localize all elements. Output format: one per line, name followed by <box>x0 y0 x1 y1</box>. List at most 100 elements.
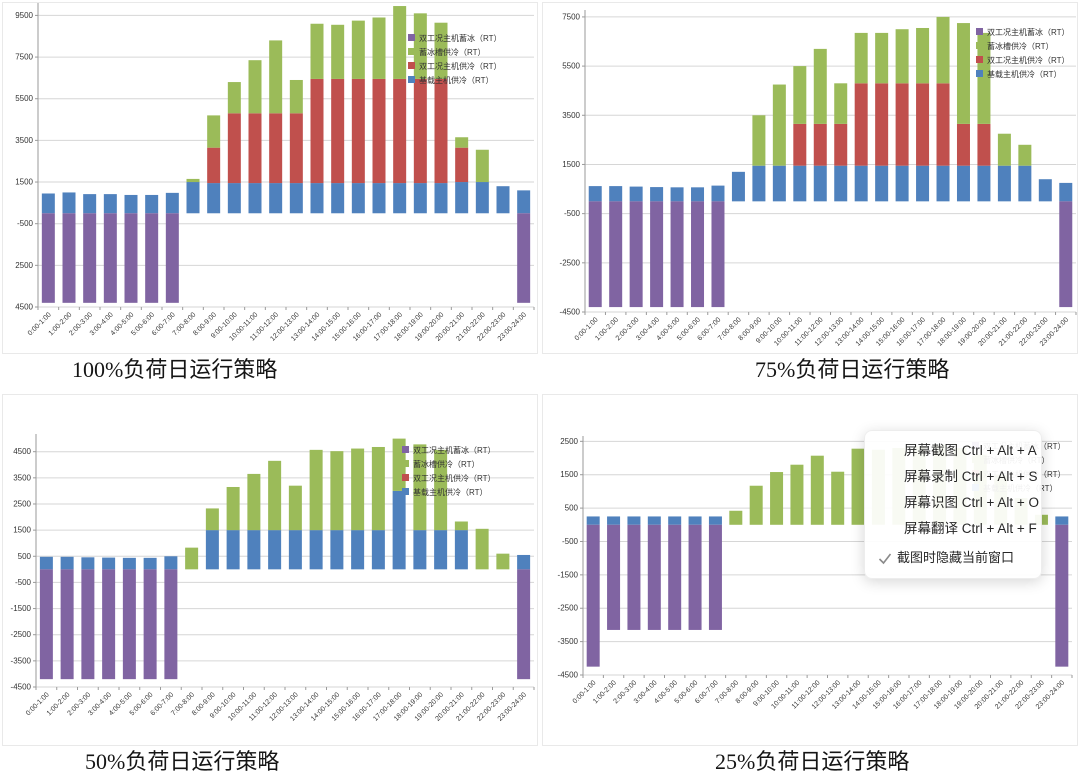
y-axis-label: 7500 <box>15 53 33 62</box>
legend-label: 蓄冰槽供冷（RT） <box>419 47 486 57</box>
bar-segment <box>372 183 386 214</box>
bar-segment <box>268 460 282 531</box>
menu-item-screen-translate[interactable]: 屏幕翻译 Ctrl + Alt + F <box>865 516 1041 542</box>
bar-segment <box>790 464 804 525</box>
bar-segment <box>1055 524 1069 667</box>
y-axis-label: -4500 <box>560 308 581 317</box>
bar-segment <box>708 524 722 630</box>
y-axis-label: 2500 <box>13 499 31 508</box>
bar-segment <box>309 530 323 570</box>
bar-segment <box>39 569 53 680</box>
bar-segment <box>269 113 283 184</box>
bar-segment <box>936 83 950 166</box>
bar-segment <box>691 187 705 202</box>
bar-segment <box>331 78 345 184</box>
bar-segment <box>772 84 786 166</box>
chart-panel-75-load: 7500 5500 3500 1500 -500 -2500 -4500 0:00-1:00 1… <box>540 0 1080 392</box>
y-axis-label: -500 <box>564 209 581 218</box>
bar-segment <box>289 79 303 114</box>
bar-segment <box>309 449 323 531</box>
bar-segment <box>81 557 95 570</box>
bar-segment <box>708 516 722 525</box>
legend-swatch <box>408 76 415 83</box>
bar-segment <box>248 113 262 184</box>
chart-border <box>542 394 1078 746</box>
bar-segment <box>455 137 469 148</box>
bar-segment <box>627 516 641 525</box>
bar-segment <box>205 530 219 570</box>
bar-segment <box>875 83 889 166</box>
bar-segment <box>647 524 661 630</box>
y-axis-label: -4500 <box>11 683 32 692</box>
bar-segment <box>956 123 970 166</box>
y-axis-label: 2500 <box>15 261 33 270</box>
legend-swatch <box>976 42 983 49</box>
bar-segment <box>793 66 807 124</box>
bar-segment <box>670 201 684 308</box>
bar-segment <box>1059 182 1073 202</box>
y-axis-label: 4500 <box>15 303 33 312</box>
bar-segment <box>145 194 159 214</box>
bar-segment <box>517 213 531 303</box>
bar-segment <box>124 213 138 303</box>
bar-segment <box>226 530 240 570</box>
bar-segment <box>831 471 845 525</box>
bar-segment <box>609 186 623 202</box>
bar-segment <box>351 20 365 79</box>
chart-title-50-load: 50%负荷日运行策略 <box>85 749 280 774</box>
bar-segment <box>752 165 766 202</box>
bar-segment <box>936 16 950 84</box>
bar-segment <box>227 82 241 114</box>
menu-item-label: 屏幕截图 Ctrl + Alt + A <box>904 443 1037 458</box>
y-axis-label: 2500 <box>560 437 578 446</box>
bar-segment <box>650 187 664 202</box>
y-axis-label: 1500 <box>13 526 31 535</box>
legend-swatch <box>976 70 983 77</box>
bar-segment <box>165 192 179 214</box>
bar-segment <box>629 201 643 308</box>
bar-segment <box>434 78 448 184</box>
legend-swatch <box>408 48 415 55</box>
bar-segment <box>81 569 95 680</box>
bar-segment <box>102 569 116 680</box>
bar-segment <box>1018 165 1032 202</box>
y-axis-label: -500 <box>17 219 34 228</box>
menu-item-label: 屏幕识图 Ctrl + Alt + O <box>904 495 1040 510</box>
bar-segment <box>413 78 427 184</box>
y-axis-label: -4500 <box>558 671 579 680</box>
bar-segment <box>83 213 97 303</box>
menu-item-screen-record[interactable]: 屏幕录制 Ctrl + Alt + S <box>865 464 1041 490</box>
bar-segment <box>186 182 200 214</box>
bar-segment <box>875 165 889 202</box>
y-axis-label: 3500 <box>562 111 580 120</box>
bar-segment <box>588 201 602 308</box>
bar-segment <box>122 557 136 570</box>
bar-segment <box>813 48 827 124</box>
bar-segment <box>226 486 240 531</box>
bar-segment <box>434 183 448 214</box>
bar-segment <box>475 149 489 183</box>
bar-segment <box>607 516 621 525</box>
y-axis-label: -3500 <box>558 637 579 646</box>
legend-swatch <box>408 34 415 41</box>
legend-label: 双工况主机供冷（RT） <box>413 473 496 483</box>
bar-segment <box>586 516 600 525</box>
bar-chart-100-load: 95007500550035001500-500250045000:00-1:0… <box>2 2 538 354</box>
bar-segment <box>248 183 262 214</box>
legend-label: 基载主机供冷（RT） <box>987 69 1062 79</box>
y-axis-label: 5500 <box>15 94 33 103</box>
bar-segment <box>413 530 427 570</box>
menu-item-screen-ocr[interactable]: 屏幕识图 Ctrl + Alt + O <box>865 490 1041 516</box>
bar-segment <box>711 185 725 202</box>
bar-segment <box>413 444 427 531</box>
bar-segment <box>1018 144 1032 166</box>
bar-segment <box>475 182 489 214</box>
bar-segment <box>288 530 302 570</box>
menu-item-hide-window-toggle[interactable]: 截图时隐藏当前窗口 <box>865 545 1041 571</box>
bar-segment <box>102 557 116 570</box>
menu-item-screenshot[interactable]: 屏幕截图 Ctrl + Alt + A <box>865 438 1041 464</box>
legend-label: 基载主机供冷（RT） <box>413 487 488 497</box>
bar-segment <box>916 27 930 84</box>
y-axis-label: -500 <box>562 537 579 546</box>
y-axis-label: 500 <box>18 552 32 561</box>
